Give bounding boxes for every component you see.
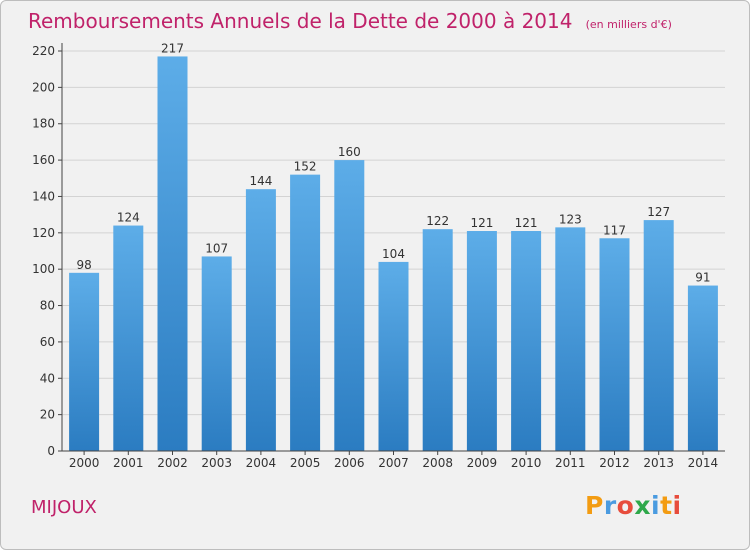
commune-name: MIJOUX (31, 497, 97, 518)
data-label: 98 (76, 258, 91, 272)
bar (290, 174, 321, 452)
bar (422, 229, 453, 451)
data-label: 160 (338, 145, 361, 159)
logo-letter: x (634, 491, 651, 520)
y-tick-label: 40 (40, 371, 55, 385)
x-tick-label: 2013 (643, 456, 674, 470)
logo-letter: o (616, 491, 635, 520)
y-tick-label: 140 (32, 189, 55, 203)
y-tick-label: 0 (47, 444, 55, 458)
logo-letter: i (672, 491, 682, 520)
y-tick-label: 60 (40, 335, 55, 349)
bar (334, 160, 365, 451)
logo-letter: t (660, 491, 673, 520)
bar (643, 220, 674, 451)
data-label: 127 (647, 205, 670, 219)
data-label: 121 (515, 216, 538, 230)
data-label: 121 (470, 216, 493, 230)
proxiti-logo: Proxiti (585, 491, 682, 520)
x-tick-label: 2006 (334, 456, 365, 470)
data-label: 117 (603, 223, 626, 237)
bar (69, 272, 100, 451)
x-tick-label: 2014 (688, 456, 719, 470)
x-tick-label: 2004 (246, 456, 277, 470)
data-label: 122 (426, 214, 449, 228)
bar (511, 231, 542, 451)
chart-subtitle: (en milliers d'€) (585, 18, 672, 31)
bar (157, 56, 188, 452)
data-label: 152 (294, 160, 317, 174)
data-label: 104 (382, 247, 405, 261)
x-tick-label: 2000 (69, 456, 100, 470)
bar (113, 225, 144, 451)
bar (466, 231, 497, 451)
x-tick-label: 2001 (113, 456, 144, 470)
logo-letter: r (603, 491, 617, 520)
data-label: 217 (161, 41, 184, 55)
x-tick-label: 2008 (422, 456, 453, 470)
x-tick-label: 2012 (599, 456, 630, 470)
x-tick-label: 2010 (511, 456, 542, 470)
chart-header: Remboursements Annuels de la Dette de 20… (28, 9, 672, 33)
y-tick-label: 180 (32, 117, 55, 131)
logo-letter: i (651, 491, 661, 520)
bar (599, 238, 630, 451)
x-tick-label: 2003 (201, 456, 232, 470)
x-tick-label: 2011 (555, 456, 586, 470)
x-tick-label: 2007 (378, 456, 409, 470)
y-tick-label: 160 (32, 153, 55, 167)
bar (245, 189, 276, 451)
chart-title: Remboursements Annuels de la Dette de 20… (28, 9, 573, 33)
x-tick-label: 2005 (290, 456, 321, 470)
data-label: 107 (205, 241, 228, 255)
x-tick-label: 2002 (157, 456, 188, 470)
y-tick-label: 80 (40, 299, 55, 313)
y-tick-label: 100 (32, 262, 55, 276)
data-label: 144 (249, 174, 272, 188)
bar (687, 285, 718, 451)
y-tick-label: 20 (40, 408, 55, 422)
data-label: 124 (117, 211, 140, 225)
bar (201, 256, 232, 451)
logo-letter: P (585, 491, 604, 520)
bar (378, 261, 409, 451)
y-tick-label: 200 (32, 80, 55, 94)
x-tick-label: 2009 (467, 456, 498, 470)
y-tick-label: 220 (32, 44, 55, 58)
data-label: 91 (695, 271, 710, 285)
y-tick-label: 120 (32, 226, 55, 240)
bar (555, 227, 586, 451)
data-label: 123 (559, 212, 582, 226)
